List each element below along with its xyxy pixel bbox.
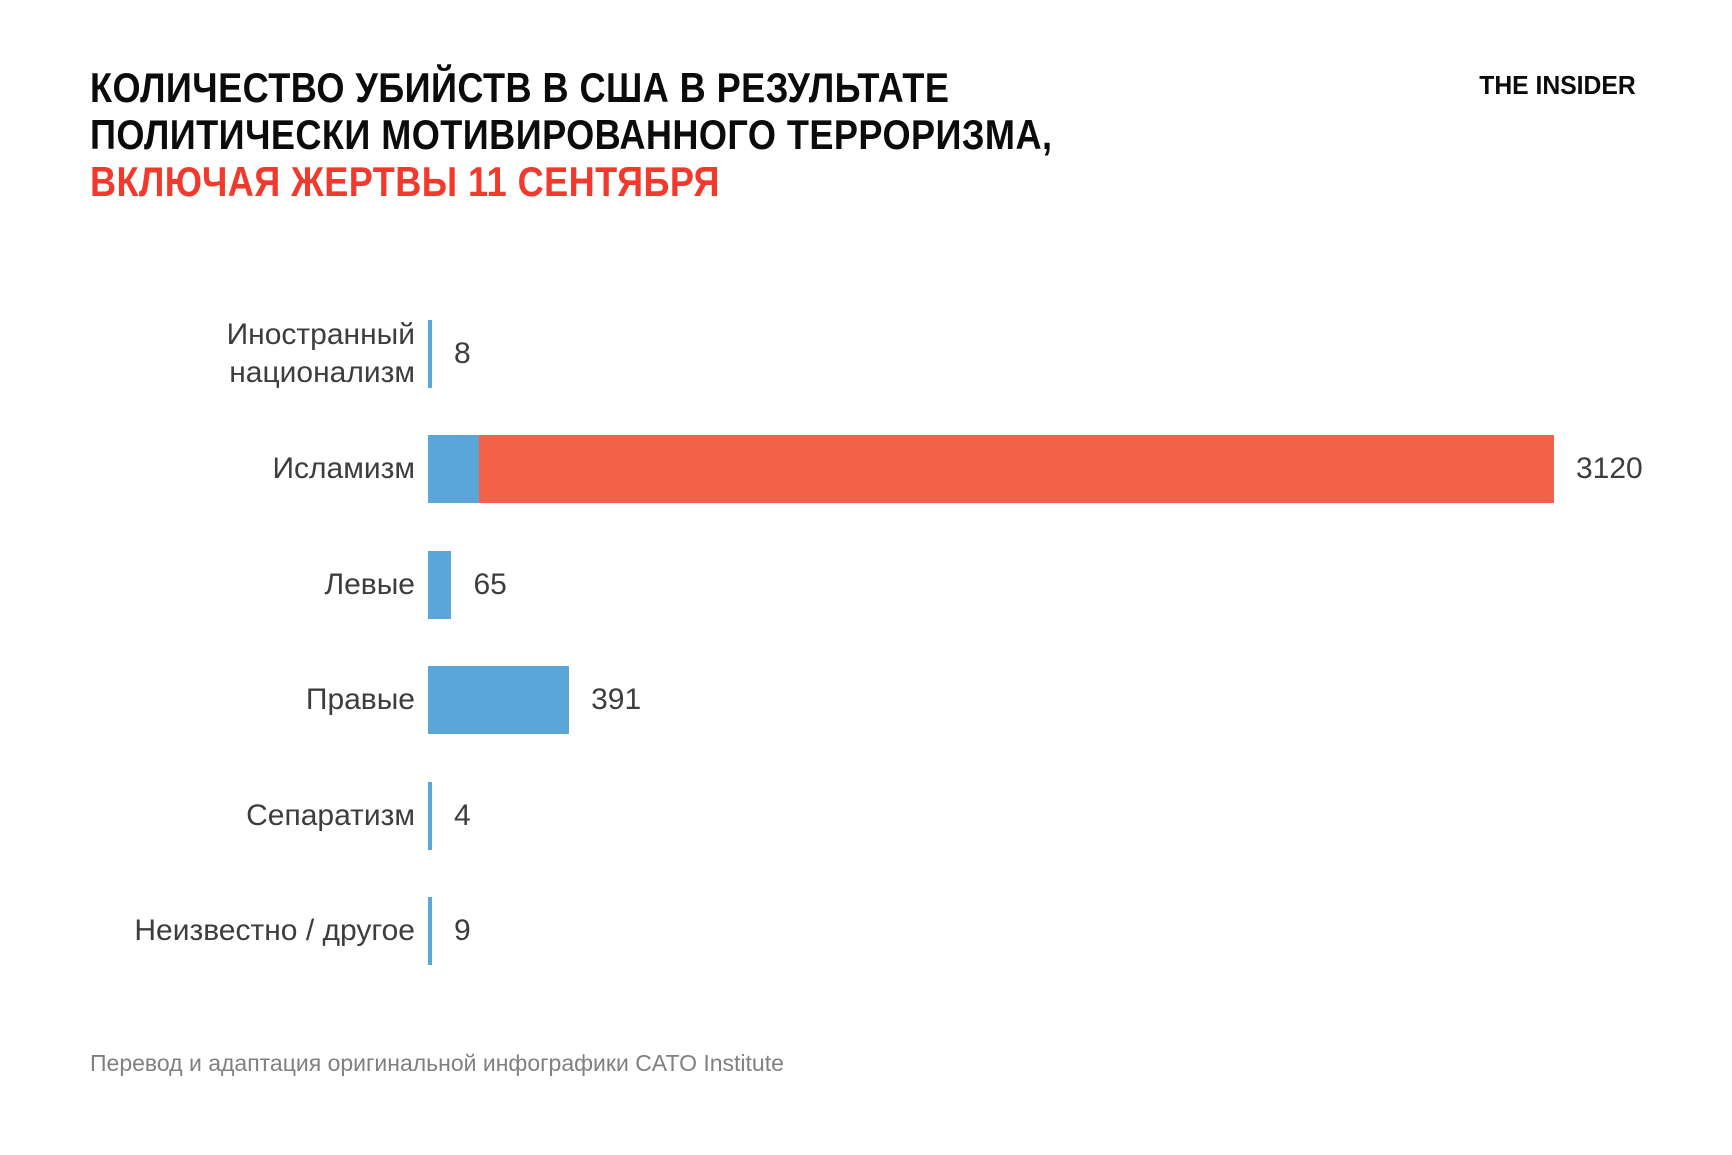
chart-row-islamism: Исламизм 3120: [0, 412, 1732, 528]
category-label: Неизвестно / другое: [134, 914, 415, 948]
chart-row-left-wing: Левые 65: [0, 527, 1732, 643]
bar-zone: 65: [428, 550, 1732, 619]
bar-chart: Иностранный национализм 8 Исламизм 3120 …: [0, 296, 1732, 989]
title-line-1: КОЛИЧЕСТВО УБИЙСТВ В США В РЕЗУЛЬТАТЕ: [90, 64, 950, 111]
bar-segment: [428, 550, 452, 619]
bar: [428, 550, 452, 619]
bar-segment: [428, 897, 432, 966]
category-label: Исламизм: [272, 452, 415, 486]
title-line-3-highlight: ВКЛЮЧАЯ ЖЕРТВЫ 11 СЕНТЯБРЯ: [90, 158, 720, 205]
bar: [428, 666, 570, 735]
value-label: 65: [473, 567, 507, 601]
category-label: Правые: [305, 683, 415, 717]
category-label: Сепаратизм: [246, 798, 415, 832]
chart-row-foreign-nationalism: Иностранный национализм 8: [0, 296, 1732, 412]
bar-segment: [428, 666, 570, 735]
bar-zone: 3120: [428, 435, 1732, 504]
bar: [428, 319, 432, 388]
chart-row-right-wing: Правые 391: [0, 643, 1732, 759]
bar-segment: [428, 435, 479, 504]
chart-row-separatism: Сепаратизм 4: [0, 758, 1732, 874]
bar-segment: [428, 319, 432, 388]
category-label: Иностранный национализм: [226, 317, 415, 389]
bar-segment: [478, 435, 1554, 504]
value-label: 9: [454, 914, 471, 948]
category-label: Левые: [324, 567, 415, 601]
chart-title: КОЛИЧЕСТВО УБИЙСТВ В США В РЕЗУЛЬТАТЕ ПО…: [90, 64, 1052, 205]
title-line-2: ПОЛИТИЧЕСКИ МОТИВИРОВАННОГО ТЕРРОРИЗМА,: [90, 111, 1053, 158]
the-insider-logo: THE INSIDER: [1479, 70, 1636, 100]
value-label: 8: [454, 336, 471, 370]
bar-zone: 4: [428, 781, 1732, 850]
bar: [428, 435, 1554, 504]
bar: [428, 897, 432, 966]
bar-zone: 8: [428, 319, 1732, 388]
bar-segment: [428, 781, 432, 850]
value-label: 391: [591, 683, 642, 717]
chart-row-unknown-other: Неизвестно / другое 9: [0, 874, 1732, 990]
value-label: 3120: [1575, 452, 1643, 486]
value-label: 4: [454, 798, 471, 832]
bar-zone: 9: [428, 897, 1732, 966]
credit-note: Перевод и адаптация оригинальной инфогра…: [90, 1050, 784, 1076]
bar-zone: 391: [428, 666, 1732, 735]
bar: [428, 781, 432, 850]
